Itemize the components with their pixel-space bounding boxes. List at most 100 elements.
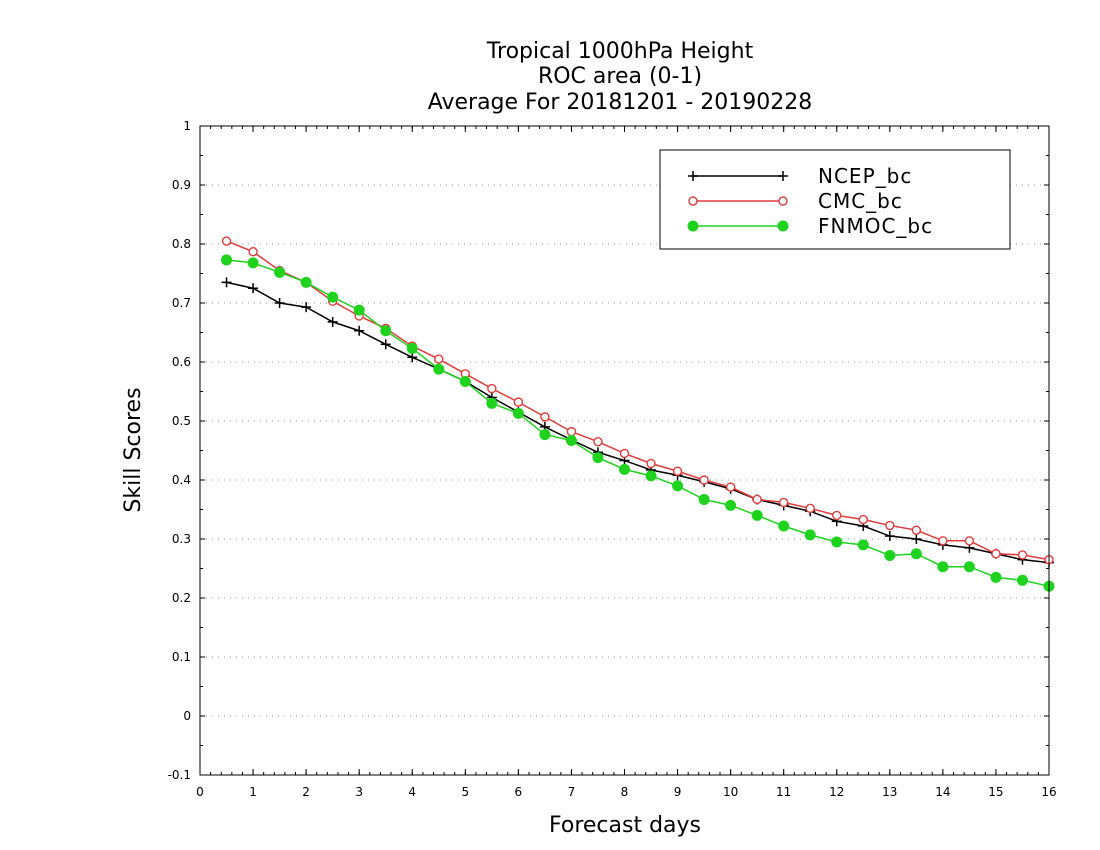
x-tick-label: 6 (515, 785, 523, 799)
y-tick-label: 0.1 (172, 650, 191, 664)
y-tick-label: 0.3 (172, 532, 191, 546)
data-point (991, 549, 1001, 559)
y-tick-label: 0.5 (172, 414, 191, 428)
data-point (434, 354, 444, 364)
data-point (832, 510, 842, 521)
data-point (619, 463, 630, 475)
legend-label: FNMOC_bc (818, 214, 933, 238)
data-point (964, 536, 975, 546)
y-axis: -0.1 0 0.1 0.2 0.3 0.4 0.5 0.6 0.7 0.8 0.9 1 (168, 119, 1049, 782)
series-line (226, 259, 1050, 587)
x-axis: 0 1 2 3 4 5 6 7 8 9 10 11 12 13 14 15 16 (196, 126, 1057, 799)
title-line-1: Tropical 1000hPa Height (486, 39, 754, 64)
y-tick-label: 0.6 (172, 355, 191, 369)
x-tick-label: 7 (568, 785, 576, 799)
data-point (407, 352, 418, 363)
data-point (831, 536, 843, 548)
data-point (858, 514, 868, 525)
data-point (247, 257, 259, 269)
series-layer (221, 236, 1055, 592)
data-point (459, 375, 471, 387)
data-point (221, 254, 233, 266)
x-axis-label: Forecast days (549, 813, 701, 838)
y-tick-label: 0.8 (172, 237, 191, 251)
series-FNMOC_bc (221, 254, 1055, 592)
x-tick-label: 15 (988, 785, 1003, 799)
data-point (487, 383, 497, 394)
legend-marker (687, 220, 699, 232)
x-tick-label: 11 (776, 785, 791, 799)
legend-label: CMC_bc (818, 189, 903, 213)
x-tick-label: 9 (674, 785, 682, 799)
data-point (911, 525, 922, 535)
chart-title: Tropical 1000hPa Height ROC area (0-1) A… (428, 39, 813, 115)
data-point (884, 531, 895, 542)
data-point (248, 246, 258, 257)
data-point (1017, 550, 1028, 560)
data-point (910, 548, 922, 560)
legend-label: NCEP_bc (818, 164, 912, 188)
data-point (725, 482, 736, 492)
y-tick-label: 1 (183, 119, 191, 133)
data-point (301, 302, 312, 313)
y-tick-label: 0 (183, 709, 191, 723)
x-tick-label: 1 (249, 785, 257, 799)
data-point (672, 480, 684, 492)
data-point (274, 298, 285, 308)
series-line (226, 281, 1050, 564)
data-point (963, 561, 975, 573)
data-point (274, 266, 286, 278)
legend-item: CMC_bc (688, 189, 903, 213)
data-point (646, 458, 656, 469)
data-point (354, 325, 365, 336)
data-point (805, 503, 815, 514)
x-tick-label: 0 (196, 785, 204, 799)
y-tick-label: 0.9 (172, 178, 191, 192)
data-point (699, 475, 709, 485)
data-point (619, 448, 630, 459)
x-tick-label: 8 (621, 785, 629, 799)
y-tick-label: 0.2 (172, 591, 191, 605)
data-point (857, 539, 869, 551)
legend-marker (778, 171, 788, 181)
data-point (937, 561, 949, 573)
data-point (539, 429, 551, 441)
series-CMC_bc (221, 236, 1054, 565)
title-line-2: ROC area (0-1) (538, 64, 702, 89)
data-point (380, 325, 392, 337)
data-point (672, 466, 683, 476)
data-point (592, 452, 604, 464)
data-point (327, 291, 339, 303)
y-tick-label: -0.1 (168, 768, 191, 782)
legend-item: FNMOC_bc (687, 214, 933, 238)
data-point (990, 571, 1002, 583)
data-point (725, 499, 737, 511)
data-point (884, 550, 896, 562)
data-point (406, 342, 418, 354)
data-point (221, 277, 232, 288)
legend-marker (777, 220, 789, 232)
data-point (938, 536, 948, 546)
x-tick-label: 16 (1041, 785, 1056, 799)
data-point (778, 497, 789, 508)
x-tick-label: 14 (935, 785, 950, 799)
legend-marker (688, 196, 698, 206)
legend-marker (688, 171, 698, 181)
y-axis-label: Skill Scores (121, 387, 146, 512)
data-point (645, 470, 657, 482)
data-point (300, 276, 312, 288)
legend-marker (778, 196, 788, 206)
legend-item: NCEP_bc (688, 164, 912, 188)
x-tick-label: 13 (882, 785, 897, 799)
data-point (698, 493, 710, 505)
data-point (248, 283, 259, 294)
x-tick-label: 2 (302, 785, 310, 799)
data-point (885, 520, 895, 531)
data-point (512, 407, 524, 419)
data-point (540, 412, 550, 422)
x-tick-label: 12 (829, 785, 844, 799)
data-point (565, 434, 577, 446)
data-point (513, 397, 524, 407)
data-point (433, 363, 445, 375)
